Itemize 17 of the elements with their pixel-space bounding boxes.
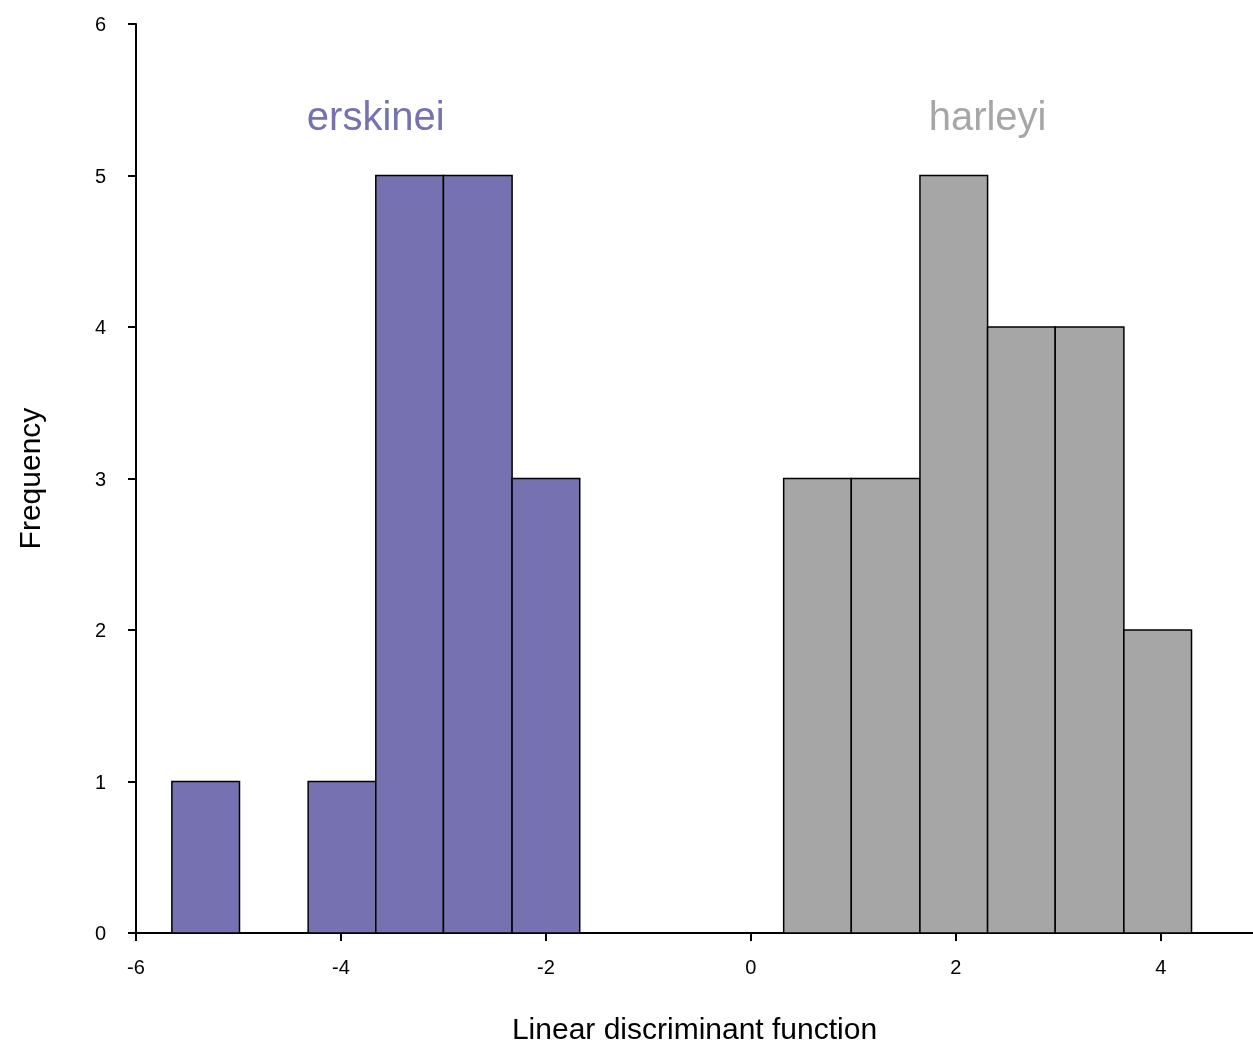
- x-tick-label: -4: [332, 956, 350, 978]
- y-axis-title: Frequency: [12, 407, 46, 550]
- x-tick-label: 0: [745, 956, 757, 978]
- x-tick-label: 2: [950, 956, 962, 978]
- y-tick-label: 6: [94, 13, 106, 35]
- x-tick-label: -2: [537, 956, 555, 978]
- series-label: erskinei: [306, 93, 445, 138]
- y-tick-label: 5: [94, 164, 106, 187]
- y-tick-label: 2: [94, 619, 106, 641]
- x-tick-label: 4: [1155, 956, 1167, 978]
- y-tick-label: 3: [94, 467, 106, 490]
- y-tick-label: 1: [94, 770, 106, 793]
- x-tick-label: -6: [127, 956, 145, 978]
- y-tick-label: 4: [94, 316, 106, 338]
- x-axis-title: Linear discriminant function: [511, 1011, 878, 1045]
- series-label: harleyi: [928, 93, 1047, 138]
- y-tick-label: 0: [94, 922, 106, 944]
